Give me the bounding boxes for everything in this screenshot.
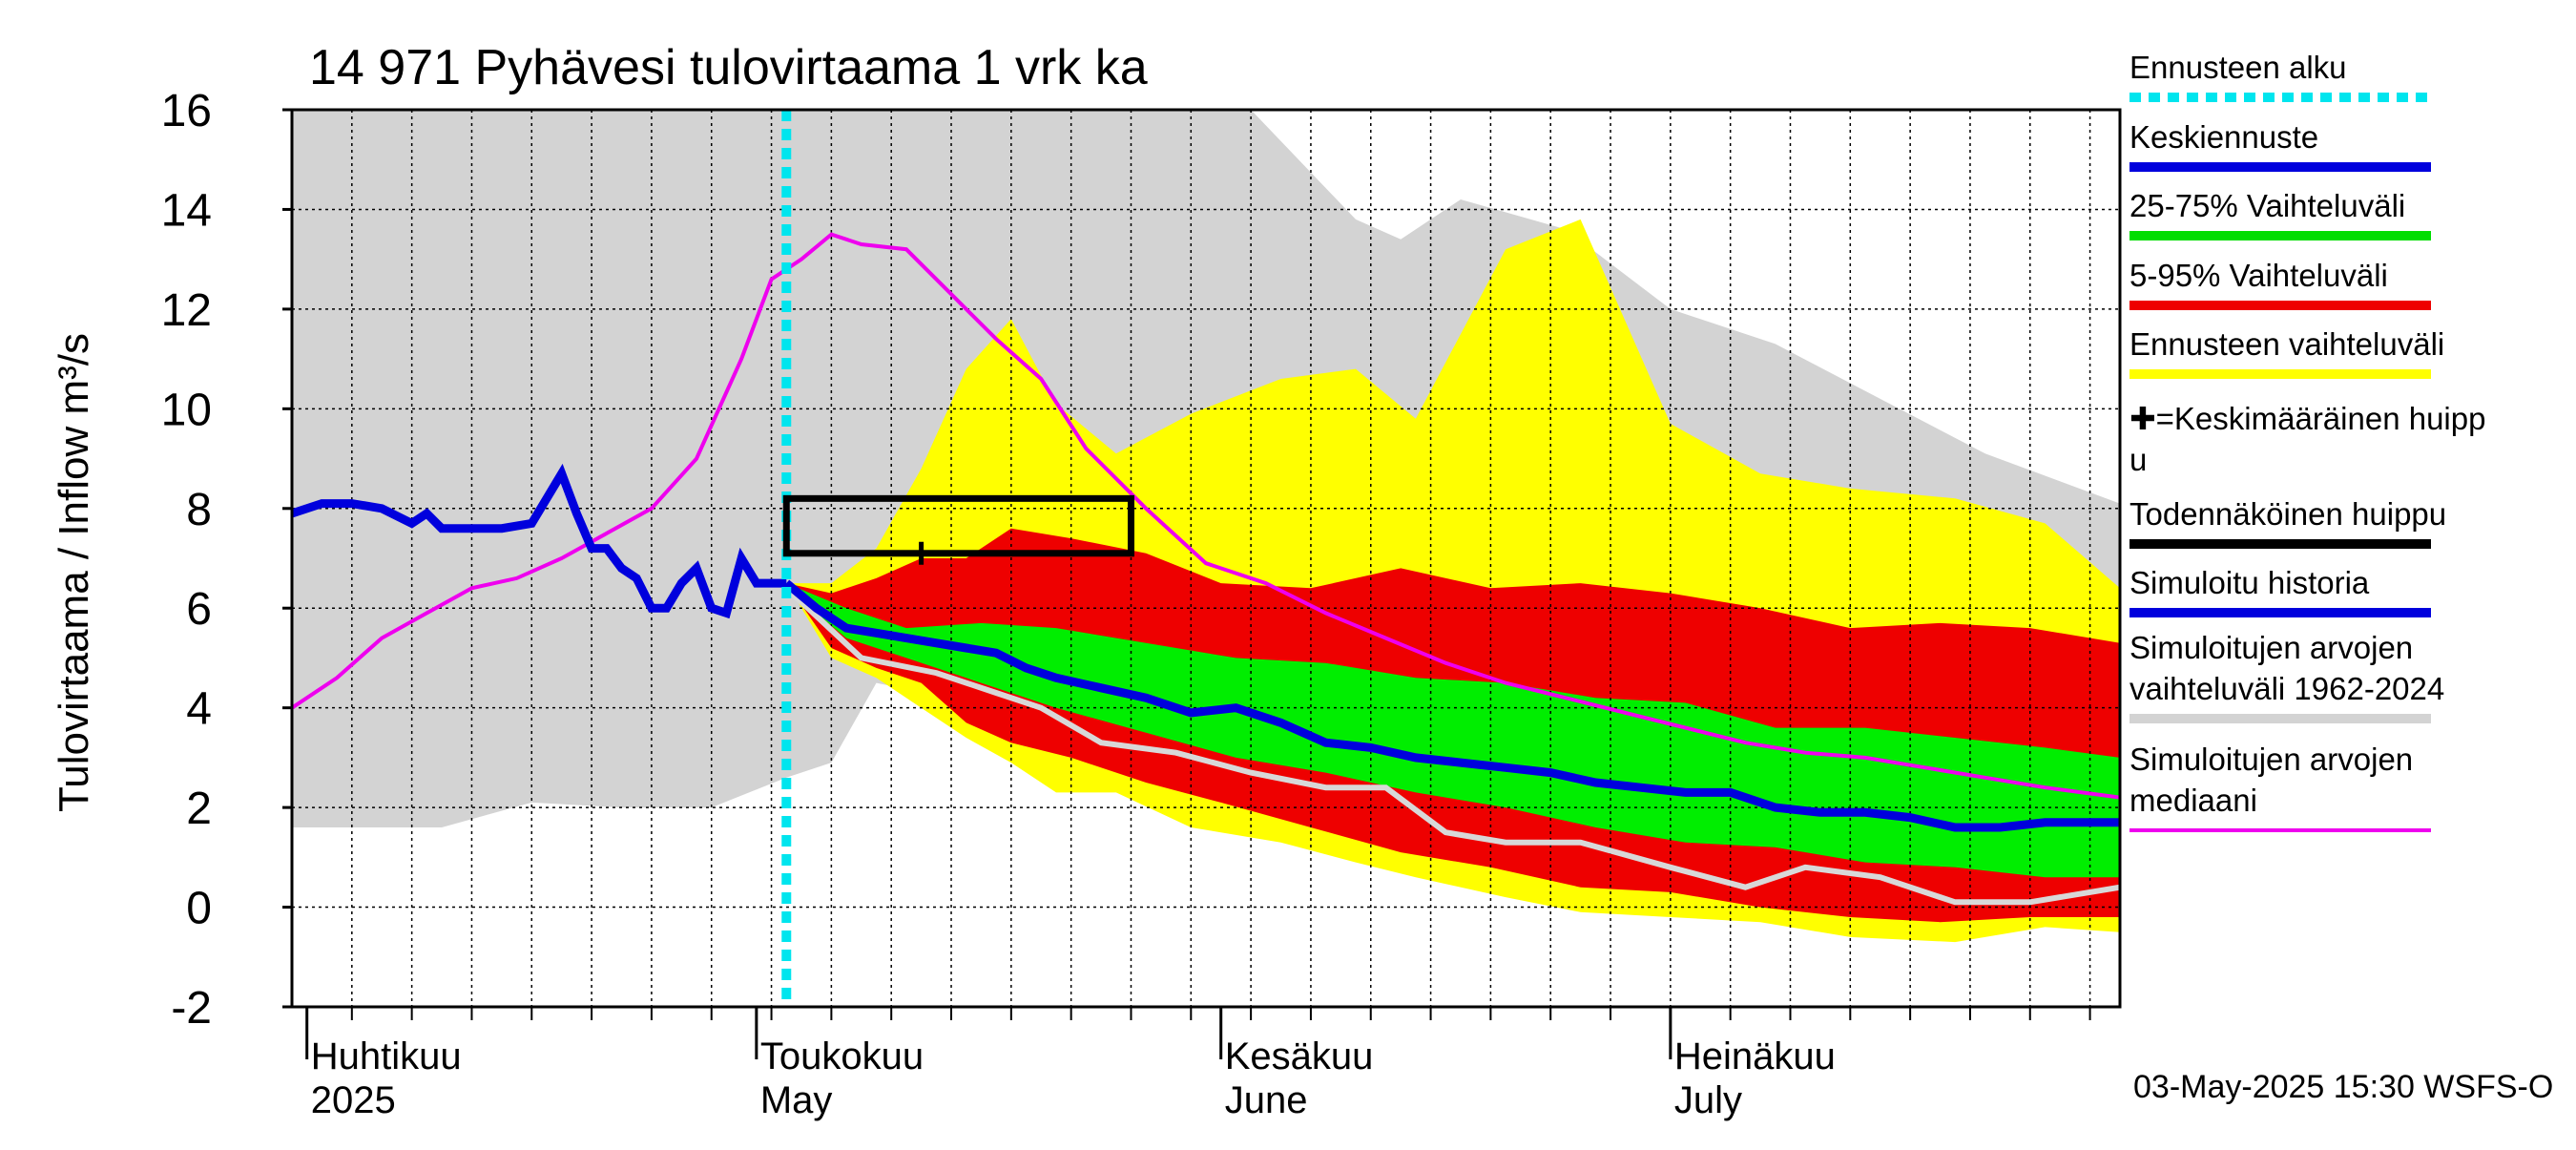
y-tick-label: 12 — [161, 285, 212, 336]
areas-layer — [292, 110, 2120, 943]
band-25-75-area — [786, 583, 2120, 878]
y-tick-label: 2 — [186, 784, 212, 834]
y-tick-label: 14 — [161, 185, 212, 236]
sim-history-line — [292, 463, 787, 619]
x-month-sublabel: July — [1674, 1079, 1742, 1121]
legend-label: Keskiennuste — [2129, 119, 2318, 155]
y-tick-label: 16 — [161, 86, 212, 136]
x-month-label: Toukokuu — [760, 1035, 924, 1077]
plot-frame — [290, 108, 2122, 1009]
legend-label: 5-95% Vaihteluväli — [2129, 258, 2388, 293]
y-tick-label: 4 — [186, 684, 212, 735]
median-line — [292, 232, 2120, 800]
legend-label: ✚=Keskimääräinen huipp — [2129, 401, 2485, 436]
mean-forecast-line — [783, 579, 2120, 832]
chart-title: 14 971 Pyhävesi tulovirtaama 1 vrk ka — [309, 40, 1148, 95]
y-tick-label: 8 — [186, 485, 212, 535]
legend-label: 25-75% Vaihteluväli — [2129, 188, 2405, 223]
legend-label: Simuloitu historia — [2129, 565, 2370, 600]
x-month-sublabel: June — [1225, 1079, 1308, 1121]
legend-label: Todennäköinen huippu — [2129, 496, 2446, 532]
legend-label-line2: vaihteluväli 1962-2024 — [2129, 671, 2444, 706]
grid-layer — [292, 110, 2120, 1007]
y-tick-label: 0 — [186, 884, 212, 934]
legend-label-line2: mediaani — [2129, 783, 2257, 818]
legend-label: Simuloitujen arvojen — [2129, 630, 2413, 665]
x-month-label: Kesäkuu — [1225, 1035, 1374, 1077]
x-month-label: Huhtikuu — [311, 1035, 462, 1077]
lines-layer — [292, 110, 2120, 1007]
mean-peak-marker — [909, 541, 933, 565]
sim-median-forecast-line — [784, 586, 2120, 906]
legend-label: Simuloitujen arvojen — [2129, 742, 2413, 777]
y-tick-label: -2 — [171, 983, 212, 1034]
probable-peak-box — [782, 494, 1134, 557]
y-tick-label: 6 — [186, 584, 212, 635]
x-month-label: Heinäkuu — [1674, 1035, 1836, 1077]
legend-label: Ennusteen vaihteluväli — [2129, 326, 2444, 362]
footer-timestamp: 03-May-2025 15:30 WSFS-O — [2133, 1069, 2553, 1105]
legend-label: Ennusteen alku — [2129, 50, 2347, 85]
x-month-sublabel: 2025 — [311, 1079, 396, 1121]
legend-label-line2: u — [2129, 442, 2147, 477]
y-axis-label: Tulovirtaama / Inflow m³/s — [51, 333, 97, 812]
y-tick-label: 10 — [161, 385, 212, 435]
x-month-sublabel: May — [760, 1079, 833, 1121]
legend: Ennusteen alku Keskiennuste 25-75% Vaihtel… — [2129, 50, 2485, 832]
